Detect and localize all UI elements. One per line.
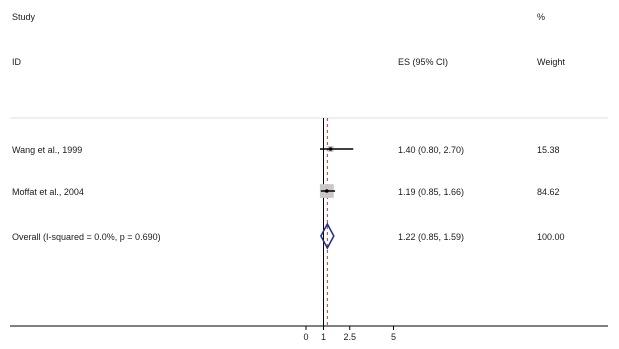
weight-row-1: 84.62 (537, 187, 560, 197)
x-tick-label-2: 2.5 (343, 332, 356, 342)
study-label-overall: Overall (I-squared = 0.0%, p = 0.690) (12, 232, 161, 242)
overall-diamond (320, 222, 335, 250)
es-header: ES (95% CI) (398, 57, 449, 67)
x-tick-label-3: 5 (391, 332, 396, 342)
point-estimate-row-0 (328, 147, 333, 151)
ci-text-row-1: 1.19 (0.85, 1.66) (398, 187, 465, 197)
point-estimate-row-1 (325, 189, 329, 193)
weight-row-0: 15.38 (537, 145, 560, 155)
ci-text-overall: 1.22 (0.85, 1.59) (398, 232, 465, 242)
weight-overall: 100.00 (537, 232, 565, 242)
x-tick-label-1: 1 (321, 332, 326, 342)
study-header: Study (12, 12, 36, 22)
study-label-row-0: Wang et al., 1999 (12, 145, 83, 155)
x-tick-label-0: 0 (303, 332, 308, 342)
weight-header: Weight (537, 57, 565, 67)
id-header: ID (12, 57, 21, 67)
percent-header: % (537, 12, 546, 22)
study-label-row-1: Moffat et al., 2004 (12, 187, 84, 197)
ci-text-row-0: 1.40 (0.80, 2.70) (398, 145, 465, 155)
